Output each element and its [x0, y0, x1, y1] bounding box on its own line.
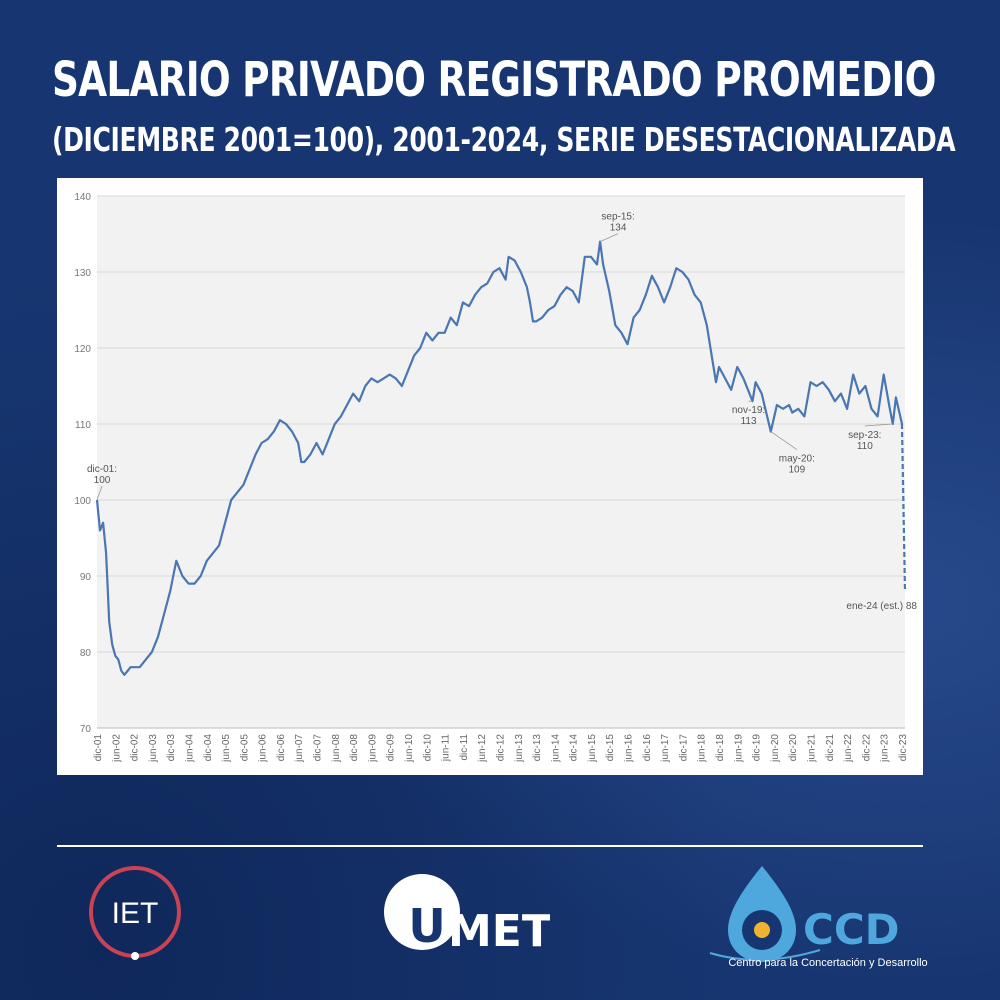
annotation-value: 100 — [94, 475, 111, 486]
ccd-logo-text: CCD — [803, 905, 900, 954]
x-tick-label: dic-01 — [93, 734, 104, 762]
ccd-logo-subtitle: Centro para la Concertación y Desarrollo — [728, 957, 927, 969]
x-tick-label: dic-02 — [130, 734, 141, 762]
y-tick-label: 70 — [80, 724, 92, 735]
annotation-label: dic-01: — [87, 464, 117, 475]
ccd-logo-dot — [754, 922, 770, 938]
umet-logo-initial: U — [408, 899, 445, 953]
y-tick-label: 120 — [74, 344, 91, 355]
x-tick-label: jun-21 — [806, 734, 817, 763]
series-line — [95, 240, 904, 676]
x-tick-label: dic-19 — [752, 734, 763, 762]
x-tick-label: jun-14 — [550, 734, 561, 763]
page-subtitle: (DICIEMBRE 2001=100), 2001-2024, SERIE D… — [52, 120, 956, 159]
x-tick-label: dic-17 — [678, 734, 689, 762]
ccd-logo-swoosh — [709, 949, 821, 961]
x-tick-label: dic-14 — [569, 734, 580, 762]
ccd-logo: CCD Centro para la Concertación y Desarr… — [709, 866, 928, 969]
y-tick-label: 130 — [74, 268, 91, 279]
x-tick-label: dic-10 — [422, 734, 433, 762]
iet-logo-dot — [131, 952, 139, 960]
annotation-label: may-20: — [779, 454, 815, 465]
x-tick-label: jun-20 — [770, 734, 781, 763]
x-tick-label: dic-03 — [166, 734, 177, 762]
y-tick-label: 90 — [80, 572, 92, 583]
annotation-leader — [96, 485, 103, 501]
estimate-line — [900, 423, 907, 592]
footer-divider — [57, 845, 923, 847]
y-tick-label: 80 — [80, 648, 92, 659]
line-chart: 70 80 90 100 110 120 130 140 dic-01 jun-02 dic-02 j… — [74, 192, 917, 763]
x-tick-label: jun-11 — [441, 734, 452, 762]
annotation-label: ene-24 (est.) 88 — [846, 601, 917, 612]
x-tick-label: dic-05 — [239, 734, 250, 762]
annotation-value: 110 — [857, 441, 873, 452]
x-tick-label: dic-12 — [495, 734, 506, 762]
x-tick-label: jun-07 — [294, 734, 305, 763]
x-tick-label: dic-20 — [788, 734, 799, 762]
x-tick-label: jun-03 — [148, 734, 159, 763]
x-tick-label: jun-04 — [184, 734, 195, 763]
x-tick-label: dic-06 — [276, 734, 287, 762]
x-tick-label: dic-18 — [715, 734, 726, 762]
x-tick-label: jun-06 — [258, 734, 269, 763]
x-tick-label: jun-17 — [660, 734, 671, 763]
annotation-label: nov-19: — [732, 405, 765, 416]
annotation-value: 113 — [741, 416, 757, 427]
x-tick-label: jun-10 — [404, 734, 415, 763]
iet-logo-text: IET — [112, 897, 159, 930]
annotation-label: sep-15: — [601, 212, 634, 223]
x-tick-label: dic-11 — [459, 734, 470, 761]
x-tick-label: dic-21 — [825, 734, 836, 762]
x-tick-label: dic-23 — [898, 734, 909, 762]
x-tick-label: dic-04 — [203, 734, 214, 762]
iet-logo: IET — [89, 866, 181, 960]
x-tick-label: jun-23 — [880, 734, 891, 763]
umet-logo-circle — [384, 874, 460, 950]
x-tick-label: dic-13 — [532, 734, 543, 762]
x-tick-label: dic-16 — [642, 734, 653, 762]
x-tick-label: jun-09 — [367, 734, 378, 763]
annotation-leader — [770, 431, 798, 450]
y-tick-label: 110 — [75, 420, 91, 431]
x-tick-label: jun-15 — [587, 734, 598, 763]
x-tick-label: jun-19 — [733, 734, 744, 763]
chart-panel: 70 80 90 100 110 120 130 140 dic-01 jun-02 dic-02 j… — [57, 178, 923, 775]
x-tick-label: jun-08 — [331, 734, 342, 763]
x-tick-label: jun-18 — [697, 734, 708, 763]
annotation-leader — [599, 233, 619, 242]
x-tick-label: jun-05 — [221, 734, 232, 763]
y-tick-label: 140 — [74, 192, 91, 203]
x-tick-label: dic-08 — [349, 734, 360, 762]
x-tick-label: dic-22 — [861, 734, 872, 762]
page-title: SALARIO PRIVADO REGISTRADO PROMEDIO — [52, 52, 937, 108]
x-tick-label: jun-12 — [477, 734, 488, 763]
annotation-label: sep-23: — [848, 430, 881, 441]
x-tick-label: jun-02 — [111, 734, 122, 763]
plot-area — [97, 196, 905, 728]
y-tick-label: 100 — [74, 496, 91, 507]
x-tick-label: dic-07 — [313, 734, 324, 762]
umet-logo: U MET — [384, 874, 550, 957]
umet-logo-text: MET — [448, 906, 550, 957]
annotation-value: 109 — [788, 465, 805, 476]
x-tick-label: jun-22 — [843, 734, 854, 763]
annotation-leader — [864, 423, 893, 427]
x-tick-label: dic-09 — [386, 734, 397, 762]
annotation-value: 134 — [610, 223, 627, 234]
x-tick-label: jun-13 — [514, 734, 525, 763]
x-tick-label: dic-15 — [605, 734, 616, 762]
x-tick-label: jun-16 — [624, 734, 635, 763]
